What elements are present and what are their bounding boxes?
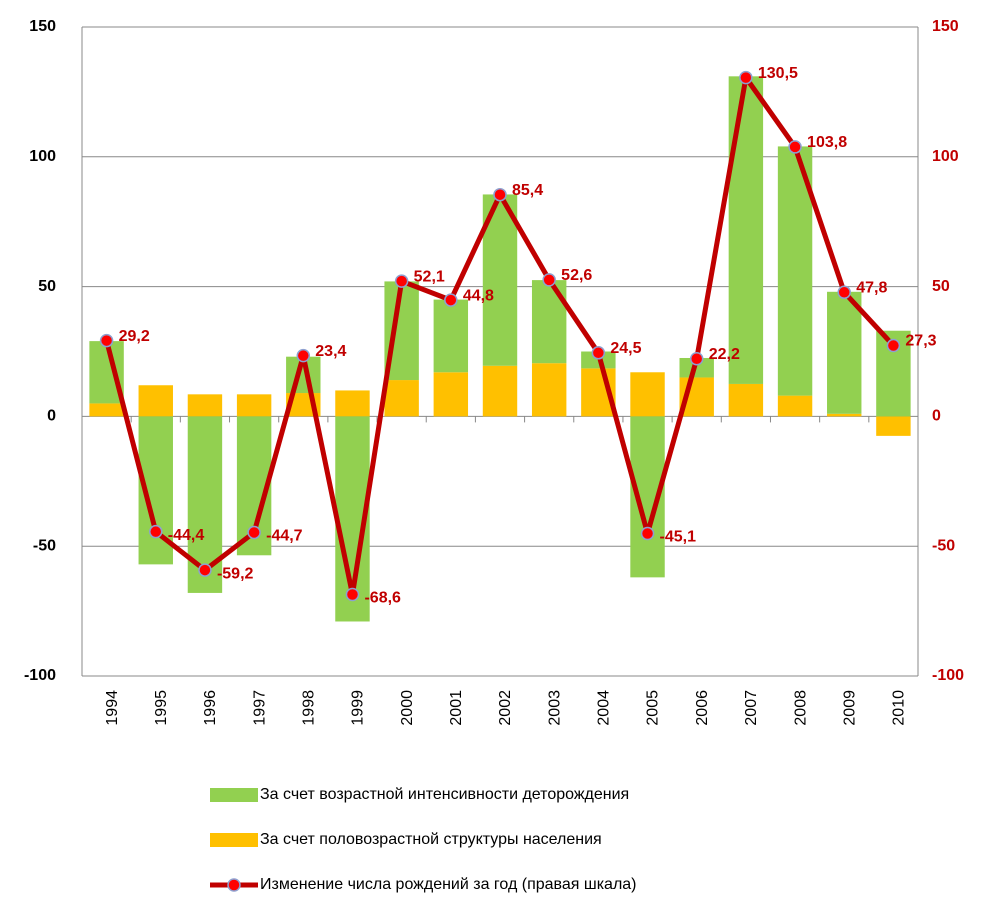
bar — [236, 394, 272, 417]
x-tick-label: 1997 — [251, 690, 268, 726]
bar — [138, 385, 173, 417]
data-label: 24,5 — [610, 340, 641, 357]
bar — [433, 372, 469, 417]
y-tick-label: 100 — [29, 148, 56, 165]
bar — [531, 280, 567, 364]
bar — [777, 395, 813, 417]
x-tick-label: 2006 — [694, 690, 711, 726]
bar — [187, 394, 223, 417]
data-label: 47,8 — [856, 280, 887, 297]
marker — [444, 293, 458, 307]
data-label: -44,4 — [168, 527, 205, 544]
x-tick-label: 2008 — [792, 690, 809, 726]
data-label: 29,2 — [119, 328, 150, 345]
y2-tick-label: -50 — [932, 537, 955, 554]
bar — [531, 363, 567, 417]
bar — [876, 416, 911, 436]
y2-tick-label: 100 — [932, 148, 959, 165]
marker — [788, 140, 802, 154]
x-tick-label: 2000 — [399, 690, 416, 726]
x-tick-label: 2004 — [596, 690, 613, 726]
legend-label: Изменение числа рождений за год (правая … — [260, 876, 637, 893]
data-label: -44,7 — [266, 528, 303, 545]
x-tick-label: 2009 — [841, 690, 858, 726]
y-tick-label: 150 — [29, 18, 56, 35]
marker — [345, 587, 360, 602]
marker — [247, 525, 261, 540]
marker — [394, 274, 409, 288]
x-tick-label: 2005 — [645, 690, 662, 726]
data-label: 52,1 — [414, 268, 445, 285]
marker — [739, 70, 753, 85]
bar — [630, 372, 665, 417]
bar — [728, 76, 764, 384]
y-tick-label: -100 — [24, 667, 56, 684]
marker — [689, 352, 704, 366]
bar — [728, 383, 764, 417]
x-tick-label: 1996 — [202, 690, 219, 726]
y2-tick-label: 150 — [932, 18, 959, 35]
data-label: 44,8 — [463, 287, 494, 304]
data-label: 85,4 — [512, 182, 543, 199]
x-tick-label: 1999 — [350, 690, 367, 726]
data-label: -45,1 — [660, 529, 697, 546]
x-tick-label: 2002 — [497, 690, 514, 726]
data-label: 22,2 — [709, 346, 740, 363]
marker — [886, 338, 901, 353]
bar — [827, 413, 862, 417]
legend-swatch — [210, 833, 258, 847]
x-tick-label: 2003 — [546, 690, 563, 726]
legend-swatch — [210, 788, 258, 802]
legend-marker — [227, 878, 241, 892]
marker — [640, 526, 655, 541]
x-tick-label: 1998 — [301, 690, 318, 726]
x-tick-label: 1994 — [104, 690, 121, 726]
marker — [837, 285, 851, 300]
y2-tick-label: 0 — [932, 408, 941, 425]
marker — [591, 346, 606, 360]
data-label: 130,5 — [758, 65, 798, 82]
marker — [493, 187, 507, 202]
y2-tick-label: -100 — [932, 667, 964, 684]
y-tick-label: 0 — [47, 408, 56, 425]
x-tick-label: 2001 — [448, 690, 465, 726]
y-tick-label: -50 — [33, 537, 56, 554]
bar — [335, 390, 370, 417]
marker — [542, 273, 556, 287]
y-tick-label: 50 — [38, 278, 56, 295]
data-label: 23,4 — [315, 343, 346, 360]
x-tick-label: 1995 — [153, 690, 170, 726]
bar — [482, 365, 518, 417]
data-label: -59,2 — [217, 565, 254, 582]
data-label: 27,3 — [905, 333, 936, 350]
data-label: -68,6 — [364, 590, 401, 607]
marker — [198, 563, 212, 577]
marker — [296, 348, 311, 363]
x-tick-label: 2007 — [743, 690, 760, 726]
bar — [384, 380, 419, 417]
y2-tick-label: 50 — [932, 278, 950, 295]
x-tick-label: 2010 — [891, 690, 908, 726]
bar — [89, 403, 124, 417]
legend-label: За счет возрастной интенсивности деторож… — [260, 786, 629, 803]
legend-label: За счет половозрастной структуры населен… — [260, 831, 602, 848]
data-label: 103,8 — [807, 134, 847, 151]
bar — [827, 291, 862, 414]
data-label: 52,6 — [561, 267, 592, 284]
marker — [149, 524, 163, 539]
marker — [99, 333, 114, 348]
bar — [433, 299, 469, 373]
